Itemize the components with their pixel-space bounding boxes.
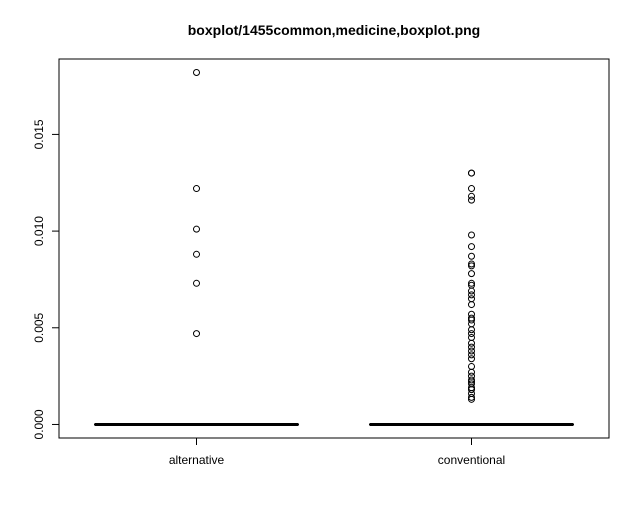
y-tick-label: 0.015 — [32, 119, 46, 149]
y-tick-label: 0.010 — [32, 216, 46, 246]
outlier-point — [468, 262, 475, 270]
outlier-point — [468, 243, 475, 251]
chart-title: boxplot/1455common,medicine,boxplot.png — [188, 22, 480, 38]
outlier-point — [468, 351, 475, 359]
y-tick-label: 0.005 — [32, 312, 46, 342]
outlier-point — [468, 330, 475, 338]
outlier-point — [468, 376, 475, 384]
outlier-point — [468, 301, 475, 309]
outlier-point — [468, 287, 475, 295]
outlier-point — [468, 343, 475, 351]
outlier-point — [468, 393, 475, 401]
outlier-point — [468, 347, 475, 355]
outlier-point — [468, 231, 475, 239]
outlier-point — [468, 291, 475, 299]
outlier-point — [468, 192, 475, 200]
plot-frame — [58, 58, 610, 439]
outlier-point — [468, 339, 475, 347]
outlier-point — [468, 314, 475, 322]
outlier-point — [193, 279, 200, 287]
outlier-point — [193, 69, 200, 77]
outlier-point — [468, 310, 475, 318]
x-tick-label: alternative — [169, 453, 225, 467]
outlier-point — [468, 252, 475, 260]
outlier-point — [468, 295, 475, 303]
outlier-point — [193, 185, 200, 193]
x-tick-label: conventional — [438, 453, 505, 467]
outlier-point — [468, 281, 475, 289]
outlier-point — [468, 355, 475, 363]
outlier-point — [193, 330, 200, 338]
outlier-point — [468, 185, 475, 193]
y-tick-label: 0.000 — [32, 409, 46, 439]
outlier-point — [468, 362, 475, 370]
outlier-point — [193, 250, 200, 258]
outlier-point — [468, 270, 475, 278]
outlier-point — [468, 372, 475, 380]
outlier-point — [468, 196, 475, 204]
outlier-point — [468, 260, 475, 268]
plot-area: 0.000 0.005 0.010 0.015 alternative conventio… — [32, 58, 610, 467]
outlier-point — [468, 380, 475, 388]
outlier-point — [468, 368, 475, 376]
outlier-point — [468, 169, 475, 177]
outlier-point — [193, 225, 200, 233]
outlier-point — [468, 326, 475, 334]
outlier-point — [468, 279, 475, 287]
outlier-point — [468, 333, 475, 341]
